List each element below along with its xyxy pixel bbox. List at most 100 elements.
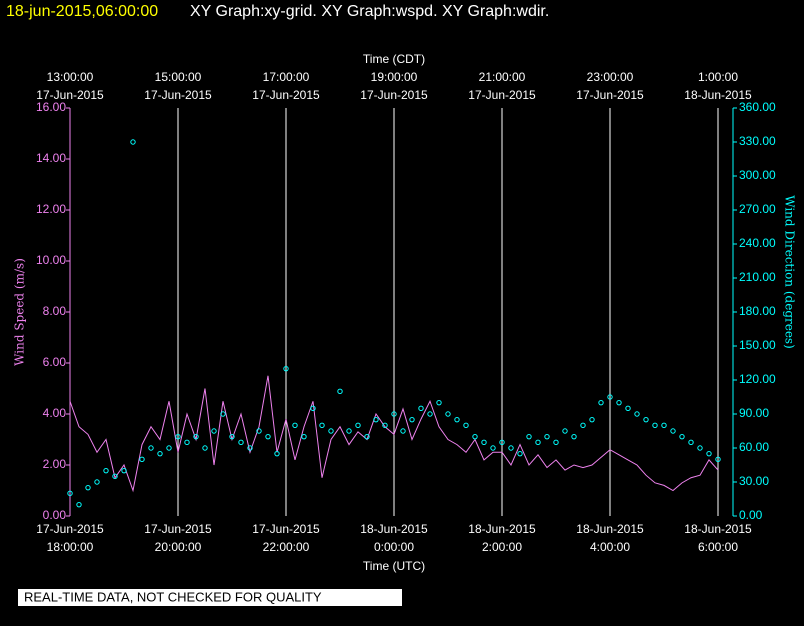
wind-direction-point — [310, 405, 316, 412]
x-tick-label: 4:00:00 — [590, 540, 630, 554]
wind-direction-point — [490, 445, 496, 451]
x2-tick-label: 17-Jun-2015 — [252, 88, 320, 102]
x2-tick-label: 17-Jun-2015 — [36, 88, 104, 102]
notice-box — [18, 589, 402, 606]
y2-tick-label: 360.00 — [739, 100, 776, 114]
wind-direction-point — [526, 433, 532, 440]
wind-direction-point — [76, 501, 82, 508]
x-tick-label: 6:00:00 — [698, 540, 738, 554]
x2-tick-label: 23:00:00 — [587, 70, 634, 84]
wind-direction-point — [346, 428, 352, 434]
wind-direction-point — [121, 467, 127, 474]
y2-tick-label: 120.00 — [739, 372, 776, 386]
wind-direction-point — [184, 439, 190, 446]
y-tick-label: 16.00 — [36, 100, 66, 114]
x2-tick-label: 17-Jun-2015 — [576, 88, 644, 102]
wind-direction-point — [247, 445, 253, 451]
x-tick-label: 0:00:00 — [374, 540, 414, 554]
x-tick-label: 18-Jun-2015 — [576, 522, 644, 536]
wind-direction-point — [706, 450, 712, 457]
wind-speed-line — [69, 375, 719, 493]
x-axis-title: Time (UTC) — [363, 559, 425, 573]
notice: REAL-TIME DATA, NOT CHECKED FOR QUALITY — [24, 589, 322, 604]
wind-direction-point — [319, 422, 325, 429]
wind-direction-point — [292, 422, 298, 429]
x-tick-label: 18-Jun-2015 — [468, 522, 536, 536]
y2-tick-label: 150.00 — [739, 338, 776, 352]
wind-direction-point — [400, 428, 406, 434]
wind-direction-point — [274, 450, 280, 457]
wind-direction-point — [661, 422, 667, 429]
wind-direction-point — [508, 445, 514, 451]
wind-direction-point — [472, 433, 478, 440]
wind-direction-point — [337, 388, 343, 395]
y2-tick-label: 0.00 — [739, 508, 763, 522]
y2-tick-label: 330.00 — [739, 134, 776, 148]
wind-direction-point — [85, 484, 91, 491]
wind-direction-point — [445, 411, 451, 417]
x-tick-label: 18-Jun-2015 — [684, 522, 752, 536]
wind-direction-point — [643, 416, 649, 423]
y-tick-label: 4.00 — [43, 406, 67, 420]
y-tick-label: 12.00 — [36, 202, 66, 216]
wind-direction-point — [157, 450, 163, 457]
x-tick-label: 18-Jun-2015 — [360, 522, 428, 536]
x-tick-label: 17-Jun-2015 — [36, 522, 104, 536]
wind-direction-point — [454, 416, 460, 423]
wind-direction-point — [571, 433, 577, 440]
x2-tick-label: 18-Jun-2015 — [684, 88, 752, 102]
y2-tick-label: 240.00 — [739, 236, 776, 250]
y-axis-title: Wind Speed (m/s) — [13, 258, 27, 366]
y-tick-label: 14.00 — [36, 151, 66, 165]
wind-direction-point — [364, 433, 370, 440]
y-tick-label: 6.00 — [43, 355, 67, 369]
wind-direction-point — [130, 139, 136, 145]
x2-tick-label: 21:00:00 — [479, 70, 526, 84]
wind-direction-point — [148, 445, 154, 451]
wind-direction-point — [94, 479, 100, 485]
wind-direction-point — [652, 422, 658, 429]
wind-direction-point — [463, 422, 469, 429]
x-tick-label: 20:00:00 — [155, 540, 202, 554]
y-tick-label: 0.00 — [43, 508, 67, 522]
wind-direction-point — [283, 365, 289, 372]
y2-axis-title: Wind Direction (degrees) — [783, 195, 797, 349]
x2-tick-label: 17-Jun-2015 — [360, 88, 428, 102]
wind-direction-point — [670, 428, 676, 434]
wind-direction-point — [544, 433, 550, 440]
wind-direction-point — [562, 428, 568, 434]
wind-direction-point — [418, 405, 424, 412]
y2-tick-label: 270.00 — [739, 202, 776, 216]
wind-direction-point — [589, 416, 595, 423]
wind-direction-point — [139, 456, 145, 463]
wind-direction-point — [679, 433, 685, 440]
wind-direction-point — [229, 433, 235, 440]
x2-tick-label: 17-Jun-2015 — [144, 88, 212, 102]
wind-direction-point — [166, 445, 172, 451]
y2-tick-label: 60.00 — [739, 440, 769, 454]
x-tick-label: 18:00:00 — [47, 540, 94, 554]
wind-direction-point — [328, 428, 334, 434]
x2-tick-label: 19:00:00 — [371, 70, 418, 84]
timestamp: 18-jun-2015,06:00:00 — [6, 3, 158, 20]
y2-tick-label: 90.00 — [739, 406, 769, 420]
y-tick-label: 8.00 — [43, 304, 67, 318]
wind-direction-point — [481, 439, 487, 446]
wind-direction-point — [265, 433, 271, 440]
wind-direction-point — [301, 433, 307, 440]
wind-direction-point — [391, 411, 397, 417]
x-tick-label: 17-Jun-2015 — [144, 522, 212, 536]
x2-tick-label: 13:00:00 — [47, 70, 94, 84]
wind-direction-point — [256, 428, 262, 434]
wind-direction-point — [553, 439, 559, 446]
wind-direction-point — [535, 439, 541, 446]
x2-axis-title: Time (CDT) — [363, 52, 425, 66]
x2-tick-label: 15:00:00 — [155, 70, 202, 84]
x2-tick-label: 17:00:00 — [263, 70, 310, 84]
y-tick-label: 10.00 — [36, 253, 66, 267]
x2-tick-label: 17-Jun-2015 — [468, 88, 536, 102]
wind-direction-point — [238, 439, 244, 446]
y2-tick-label: 180.00 — [739, 304, 776, 318]
wind-direction-point — [598, 399, 604, 406]
